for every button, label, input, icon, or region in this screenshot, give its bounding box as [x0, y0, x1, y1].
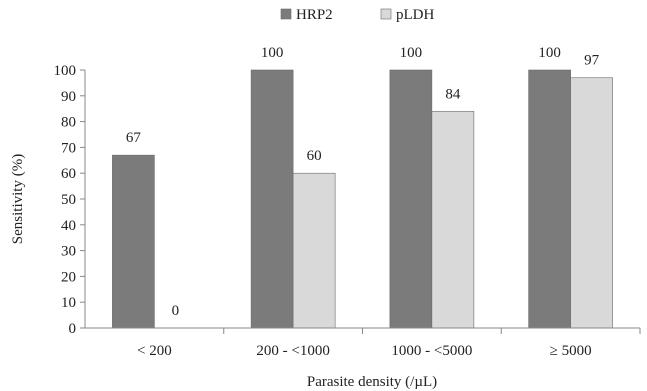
- bar-hrp2: [112, 154, 155, 329]
- data-label-hrp2: 100: [261, 45, 284, 61]
- bars-group: [112, 69, 613, 329]
- legend-label-hrp2: HRP2: [296, 7, 333, 23]
- bar-hrp2: [250, 69, 294, 329]
- y-tick-label: 60: [61, 166, 76, 182]
- bar-pldh: [292, 172, 336, 329]
- bar-pldh: [570, 77, 613, 329]
- legend-label-pldh: pLDH: [396, 7, 434, 23]
- data-label-pldh: 60: [307, 148, 322, 164]
- y-tick-label: 30: [61, 244, 76, 260]
- y-ticks-group: 0 10 20 30 40 50 60 70 80 90 100: [54, 63, 85, 337]
- y-tick-label: 20: [61, 269, 76, 285]
- data-label-hrp2: 100: [400, 45, 423, 61]
- y-tick-label: 80: [61, 115, 76, 131]
- legend-swatch-pldh: [380, 8, 392, 20]
- data-label-hrp2: 100: [538, 45, 561, 61]
- bar-pldh: [431, 110, 475, 329]
- x-category-label: ≥ 5000: [550, 343, 592, 359]
- y-tick-label: 40: [61, 218, 76, 234]
- y-tick-label: 0: [69, 321, 77, 337]
- x-category-label: 1000 - <5000: [391, 343, 472, 359]
- y-tick-label: 10: [61, 295, 76, 311]
- y-axis-title: Sensitivity (%): [10, 154, 26, 244]
- x-categories-group: < 200 200 - <1000 1000 - <5000 ≥ 5000: [137, 343, 592, 359]
- y-tick-label: 90: [61, 89, 76, 105]
- data-label-pldh: 84: [445, 86, 461, 102]
- y-tick-label: 70: [61, 140, 76, 156]
- bar-hrp2: [389, 69, 433, 329]
- y-tick-label: 50: [61, 192, 76, 208]
- legend-swatch-hrp2: [280, 8, 292, 20]
- data-label-pldh: 97: [584, 53, 600, 69]
- data-labels-group: 67 0 100 60 100 84 100 97: [126, 45, 600, 319]
- bar-hrp2: [528, 69, 571, 329]
- data-label-hrp2: 67: [126, 130, 142, 146]
- y-tick-label: 100: [54, 63, 77, 79]
- x-axis-title: Parasite density (/µL): [307, 374, 437, 390]
- legend: HRP2 pLDH: [280, 7, 434, 23]
- x-category-label: 200 - <1000: [256, 343, 329, 359]
- data-label-pldh: 0: [172, 303, 180, 319]
- x-category-label: < 200: [137, 343, 172, 359]
